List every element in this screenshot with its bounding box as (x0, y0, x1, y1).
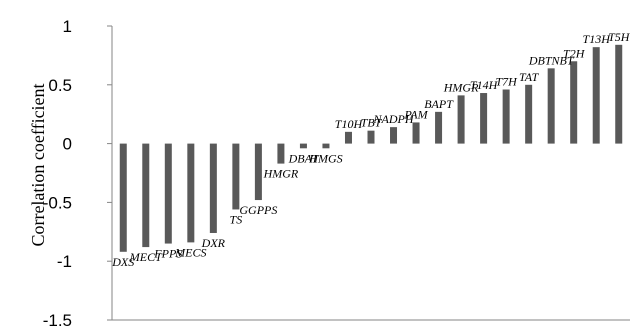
bar (232, 143, 240, 210)
y-axis-ticks: -1.5 -1 -0.5 0 0.5 1 (43, 17, 112, 330)
y-tick-label: 0 (63, 135, 72, 154)
y-tick-label: 1 (63, 17, 72, 36)
bar (277, 143, 285, 164)
bar-label: GGPPS (239, 203, 277, 217)
bar-label: T14H (470, 78, 499, 92)
bar-label: DXR (201, 236, 226, 250)
bar (435, 111, 443, 144)
bar (615, 44, 623, 144)
bar-label: TAT (519, 70, 540, 84)
bar-label: TS (230, 212, 243, 226)
bar (344, 131, 352, 144)
bar (119, 143, 127, 252)
y-axis-label: Correlation coefficient (28, 83, 48, 246)
bar-label: T10H (335, 117, 364, 131)
y-tick-label: -1.5 (43, 311, 72, 330)
bar (502, 89, 510, 144)
bar (570, 61, 578, 144)
bar-label: T5H (608, 30, 631, 44)
bar-label: HMGR (443, 80, 479, 94)
bar (142, 143, 150, 248)
bar (412, 122, 420, 144)
bar (254, 143, 262, 201)
bar-label: T13H (583, 32, 612, 46)
bar-label: NADPH (373, 112, 415, 126)
bar-label: MECT (129, 250, 163, 264)
bar-label: T7H (495, 75, 518, 89)
bar-label: HMGR (263, 167, 299, 181)
bar-label: DBTNBT (528, 53, 575, 67)
bars (119, 44, 623, 252)
bar (525, 84, 533, 144)
bar-label: MECS (174, 245, 206, 259)
bar-label: DBAT (288, 151, 320, 165)
bar (547, 68, 555, 144)
bar-label: TBT (361, 116, 383, 130)
bar (299, 143, 307, 149)
bar (592, 47, 600, 144)
bar (187, 143, 195, 243)
y-tick-label: 0.5 (48, 76, 72, 95)
bar-label: T2H (563, 46, 586, 60)
bar-label: PAM (403, 107, 428, 121)
bar (322, 143, 330, 149)
y-tick-label: -1 (57, 252, 72, 271)
y-tick-label: -0.5 (43, 193, 72, 212)
bar (367, 130, 375, 144)
bar (457, 95, 465, 144)
bar-label: DXS (111, 255, 134, 269)
bar-label: HMGS (308, 151, 342, 165)
bar (164, 143, 172, 244)
bar (480, 93, 488, 144)
bar-label: FPPS (153, 247, 182, 261)
bar-label: BAPT (424, 97, 454, 111)
bar (209, 143, 217, 233)
bar (390, 127, 398, 144)
